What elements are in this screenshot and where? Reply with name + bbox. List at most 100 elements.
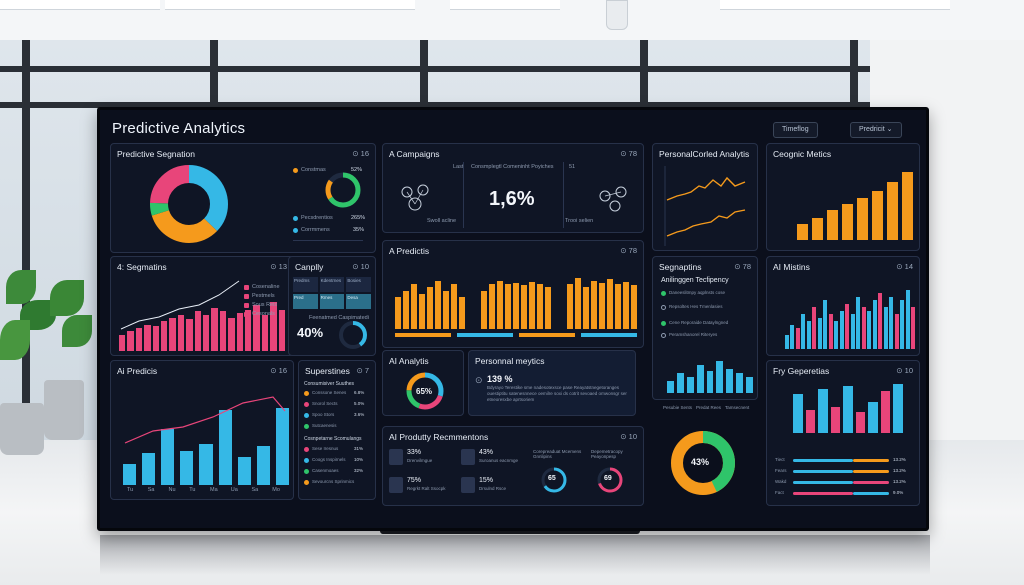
divider: [293, 240, 363, 241]
progress-bar: [793, 481, 853, 484]
product-avatar[interactable]: [389, 449, 403, 465]
predict-dropdown[interactable]: Predricit ⌄: [850, 122, 902, 138]
chart-bar: [806, 321, 811, 349]
panel-control[interactable]: ⊙ 10: [620, 432, 637, 441]
status-dot: [304, 413, 309, 418]
chart-bar: [278, 310, 285, 351]
recommendation-label: Suroanus eacnmge: [479, 458, 519, 463]
legend-swatch: [581, 333, 637, 337]
status-dot: [304, 480, 309, 485]
panel-fry-geperetias: Fry Geperetias ⊙ 10 Tiect 13.2% Fears 13.2%…: [766, 360, 920, 506]
legend-swatch: [519, 333, 575, 337]
panel-control[interactable]: ⊙ 10: [896, 366, 913, 375]
product-avatar[interactable]: [461, 449, 475, 465]
checkbox-icon[interactable]: [661, 305, 666, 310]
chart-bar: [253, 304, 260, 351]
panel-control[interactable]: ⊙ 78: [620, 246, 637, 255]
list-item: Cene Reporaide Dataylngned: [669, 320, 729, 325]
chart-bar: [607, 279, 613, 329]
list-item-value: 3.6%: [354, 412, 365, 417]
chart-bar: [256, 445, 270, 485]
panel-predictive-segmentation: Predictive Segnation ⊙ 16 Constmas 52% P…: [110, 143, 376, 253]
chart-bar: [521, 285, 527, 329]
panel-title: Superstines: [305, 366, 350, 376]
list-item: Daneeslitmpy aqplnsts cose: [669, 290, 726, 295]
list-item: Peramshanorel Riteryes: [669, 332, 718, 337]
app-title: Predictive Analytics: [112, 120, 246, 137]
panel-control[interactable]: ⊙ 16: [270, 366, 287, 375]
chart-bar: [177, 314, 185, 351]
chart-bar: [575, 277, 581, 329]
x-axis-label: Ma: [210, 487, 218, 493]
chart-bar: [275, 407, 289, 485]
checkbox-icon[interactable]: [661, 333, 666, 338]
window-transom: [0, 102, 870, 108]
status-dot: [304, 469, 309, 474]
campaign-label: 51: [569, 164, 576, 170]
panel-title: Personnal meytics: [475, 356, 545, 366]
recommendation-label: Regrkt Ralt Ssocpk: [407, 486, 446, 491]
product-avatar[interactable]: [461, 477, 475, 493]
recommendation-value: 75%: [407, 477, 422, 484]
ai-mistins-bar-chart: [785, 279, 915, 349]
product-avatar[interactable]: [389, 477, 403, 493]
chart-bar: [123, 464, 137, 485]
legend-label: Pecsdrentios: [301, 215, 333, 221]
chart-bar: [785, 335, 789, 349]
room-ceiling: [0, 0, 1024, 40]
campaign-label: Last: [453, 164, 464, 170]
chart-bar: [411, 284, 417, 329]
chart-bar: [583, 287, 589, 329]
panel-control[interactable]: ⊙ 7: [356, 366, 369, 375]
chart-bar: [834, 321, 839, 349]
panel-title: AI Analytis: [389, 356, 429, 366]
chart-bar: [889, 296, 894, 349]
legend-label: Tamsecnent: [725, 405, 750, 410]
floor-reflection: [100, 535, 930, 575]
panel-control[interactable]: ⊙ 14: [896, 262, 913, 271]
list-item-label: Spoo Stors: [312, 412, 335, 417]
panel-title: A Campaigns: [389, 149, 440, 159]
big-donut-chart: [671, 431, 735, 495]
canplly-caption: Feenatmed Caspimatedi: [309, 315, 369, 321]
chart-bar: [867, 310, 872, 349]
list-item-label: Conssone Senes: [312, 390, 347, 395]
fry-bar-chart: [793, 381, 903, 433]
chart-bar: [696, 365, 704, 393]
predictis-bar-chart-2: [481, 265, 551, 329]
panel-title: Fry Geperetias: [773, 366, 830, 376]
panel-title: AI Mistins: [773, 262, 810, 272]
chart-bar: [805, 409, 816, 433]
panel-a-predictis: A Predictis ⊙ 78: [382, 240, 644, 348]
timeframe-button[interactable]: Timeflog: [773, 122, 818, 138]
panel-control[interactable]: ⊙ 78: [734, 262, 751, 271]
chart-bar: [676, 373, 684, 393]
chart-bar: [459, 297, 465, 329]
row-label: Wakd: [775, 479, 787, 484]
chart-bar: [199, 443, 213, 485]
panel-control[interactable]: ⊙ 13: [270, 262, 287, 271]
chart-bar: [850, 314, 855, 349]
chart-bar: [615, 284, 621, 329]
chart-bar: [905, 289, 910, 349]
panel-title: 4: Segmatins: [117, 262, 167, 272]
canplly-grid: Predms Kdentrnes Bosies Pred Rmes Desa: [293, 277, 371, 309]
donut-b-value: 69: [604, 475, 612, 482]
panel-control[interactable]: ⊙ 78: [620, 149, 637, 158]
row-value: 13.2%: [893, 457, 906, 462]
plant-leaf: [62, 315, 92, 347]
legend-label: Pesubie Sents: [663, 405, 693, 410]
panel-control[interactable]: ⊙ 10: [352, 262, 369, 271]
chart-bar: [228, 318, 235, 351]
value-label: 52%: [351, 167, 363, 173]
chart-bar: [403, 290, 409, 329]
chart-bar: [818, 388, 828, 433]
recommendation-value: 43%: [479, 449, 494, 456]
x-axis-labels: Tu Sa Nu Tu Ma Ua Sa Mo: [123, 487, 289, 495]
predict-dropdown-label: Predricit: [859, 126, 885, 133]
panel-control[interactable]: ⊙ 16: [352, 149, 369, 158]
segmentations-trend-line: [120, 280, 240, 330]
fry-progress-rows: Tiect 13.2% Fears 13.2% Wakd 13.2% Fact 9.0%: [773, 457, 915, 501]
panel-ai-predicis: Ai Predicis ⊙ 16 Tu Sa Nu Tu Ma Ua Sa Mo: [110, 360, 294, 500]
chart-bar: [872, 191, 883, 240]
